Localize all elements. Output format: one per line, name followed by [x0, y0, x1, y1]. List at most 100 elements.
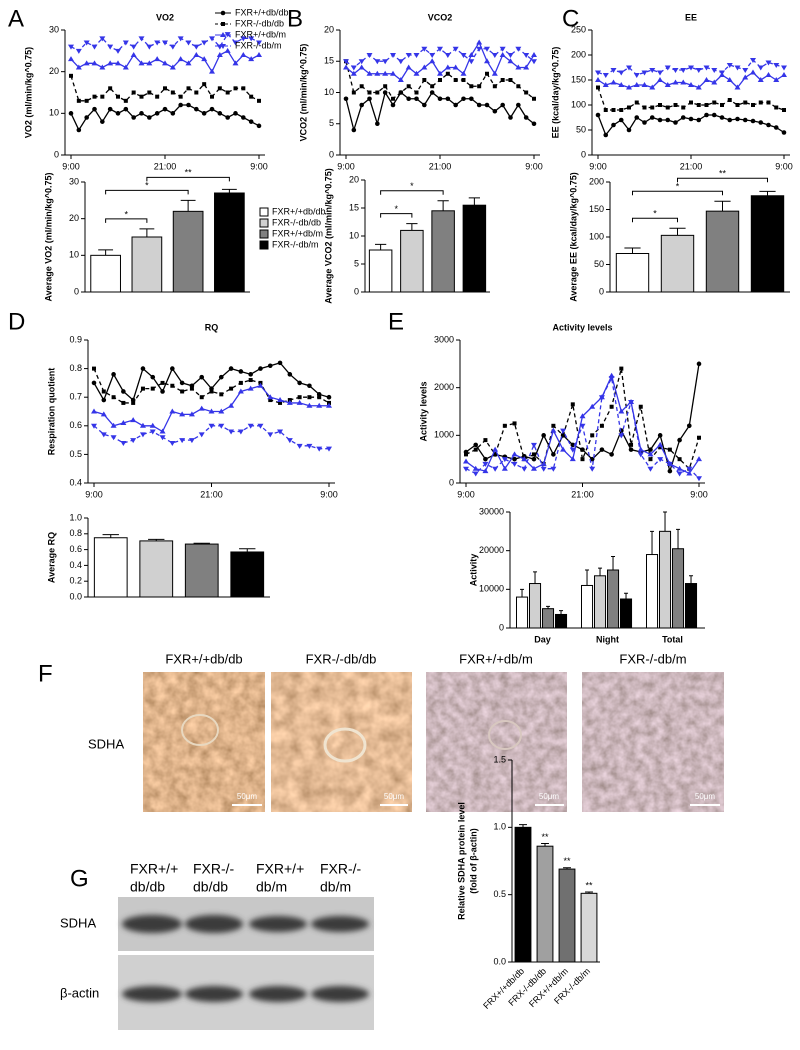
- marker: [492, 108, 498, 114]
- marker: [367, 96, 372, 102]
- marker: [91, 408, 97, 414]
- marker: [193, 52, 200, 57]
- error-bar: [559, 610, 564, 615]
- y-tick-label: 0: [329, 149, 334, 159]
- marker: [452, 46, 459, 52]
- marker: [476, 102, 482, 108]
- marker: [627, 105, 631, 110]
- marker: [307, 383, 312, 389]
- marker: [444, 64, 451, 70]
- marker: [210, 94, 214, 99]
- marker: [160, 389, 165, 394]
- legend-label: FXR+/+db/db: [235, 7, 289, 17]
- marker: [750, 118, 756, 124]
- marker: [147, 90, 152, 95]
- marker: [421, 64, 428, 70]
- marker: [463, 466, 469, 472]
- marker: [179, 438, 186, 444]
- marker: [178, 102, 183, 108]
- marker: [116, 94, 120, 99]
- marker: [277, 360, 283, 366]
- marker: [382, 70, 389, 76]
- marker: [637, 452, 644, 458]
- marker: [473, 442, 479, 448]
- y-axis-label: Activity levels: [418, 381, 428, 441]
- marker: [422, 102, 427, 108]
- marker: [178, 94, 183, 99]
- marker: [491, 53, 498, 58]
- marker: [618, 117, 624, 123]
- marker: [647, 451, 654, 457]
- x-tick-label: 9:00: [250, 161, 268, 171]
- marker: [507, 58, 514, 64]
- y-axis-label: VO2 (ml/min/kg^0.75): [23, 47, 33, 138]
- scale-label: 50μm: [695, 792, 716, 801]
- marker: [609, 452, 614, 457]
- blot-column: FXR+/+: [256, 861, 304, 877]
- marker: [541, 433, 546, 438]
- significance-bracket: [380, 190, 444, 195]
- marker: [326, 394, 332, 400]
- marker: [695, 84, 702, 90]
- marker: [530, 442, 537, 448]
- marker: [610, 79, 617, 85]
- marker: [296, 399, 303, 405]
- marker: [774, 105, 779, 110]
- marker: [398, 90, 403, 95]
- legend-swatch: [259, 229, 269, 239]
- marker: [603, 132, 609, 138]
- marker: [179, 411, 186, 417]
- marker: [611, 122, 616, 128]
- marker: [343, 64, 349, 70]
- marker: [595, 112, 601, 118]
- x-tick-label: 21:00: [429, 161, 452, 171]
- marker: [154, 56, 161, 62]
- marker: [618, 70, 625, 76]
- marker: [766, 100, 771, 105]
- marker: [696, 361, 702, 367]
- marker: [531, 452, 536, 457]
- marker: [430, 84, 435, 89]
- marker: [599, 423, 604, 428]
- marker: [469, 96, 474, 102]
- marker: [107, 44, 114, 50]
- marker: [750, 69, 756, 75]
- marker: [648, 457, 653, 462]
- marker: [199, 374, 205, 380]
- y-tick-label: 0: [599, 286, 604, 296]
- marker: [69, 73, 73, 78]
- marker: [626, 127, 632, 133]
- column-header: FXR-/-db/m: [619, 651, 686, 666]
- marker: [108, 86, 113, 91]
- blot-column: db/m: [320, 879, 351, 895]
- marker: [758, 120, 764, 125]
- error-bar: [520, 588, 525, 598]
- panel-label: A: [8, 5, 24, 32]
- marker: [570, 402, 575, 407]
- error-bar: [585, 569, 590, 586]
- marker: [727, 98, 732, 102]
- marker: [267, 432, 274, 438]
- marker: [350, 70, 357, 76]
- significance-bracket: [632, 217, 678, 223]
- marker: [237, 429, 244, 435]
- error-bar: [598, 567, 603, 576]
- y-tick-label: 20: [49, 66, 59, 76]
- marker: [492, 84, 497, 89]
- y-tick-label: 1.5: [493, 754, 506, 764]
- marker: [179, 380, 185, 386]
- panel-label: F: [38, 660, 53, 687]
- y-tick-label: 1.0: [69, 512, 82, 522]
- significance: **: [541, 832, 549, 842]
- marker: [247, 385, 254, 391]
- marker: [131, 90, 136, 95]
- y-tick-label: 0.5: [69, 449, 82, 459]
- marker: [267, 363, 273, 369]
- marker: [629, 442, 634, 447]
- y-tick-label: 20: [69, 213, 79, 223]
- error-bar: [375, 243, 387, 250]
- marker: [83, 40, 90, 46]
- significance-bracket: [146, 176, 230, 182]
- tissue: [323, 727, 367, 763]
- marker: [248, 119, 254, 124]
